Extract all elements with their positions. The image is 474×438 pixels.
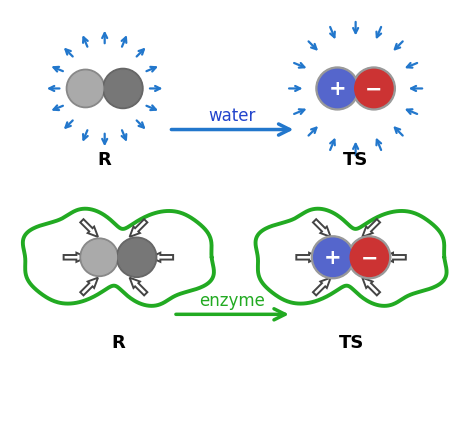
Circle shape — [82, 240, 117, 275]
FancyArrow shape — [362, 278, 380, 296]
Text: −: − — [365, 79, 383, 99]
Circle shape — [103, 69, 143, 110]
Circle shape — [117, 238, 157, 278]
Text: +: + — [324, 248, 342, 268]
Text: −: − — [361, 248, 378, 268]
Circle shape — [355, 70, 393, 108]
Text: +: + — [328, 79, 346, 99]
Circle shape — [316, 68, 359, 111]
FancyArrow shape — [383, 253, 406, 262]
Text: water: water — [209, 107, 256, 125]
FancyArrow shape — [313, 220, 331, 237]
Circle shape — [314, 239, 352, 277]
Text: R: R — [98, 151, 111, 169]
FancyArrow shape — [64, 253, 86, 262]
Text: TS: TS — [338, 333, 364, 351]
Circle shape — [68, 72, 103, 106]
Circle shape — [66, 70, 105, 108]
FancyArrow shape — [129, 220, 147, 237]
FancyArrow shape — [296, 253, 319, 262]
Circle shape — [311, 236, 354, 279]
Text: R: R — [111, 333, 125, 351]
FancyArrow shape — [129, 278, 147, 296]
Text: TS: TS — [343, 151, 368, 169]
FancyArrow shape — [150, 253, 173, 262]
Circle shape — [80, 239, 118, 277]
Circle shape — [350, 239, 389, 277]
FancyArrow shape — [80, 220, 98, 237]
Text: enzyme: enzyme — [200, 291, 265, 309]
Circle shape — [105, 71, 141, 107]
Circle shape — [353, 68, 395, 111]
Circle shape — [318, 70, 356, 108]
Circle shape — [348, 236, 391, 279]
FancyArrow shape — [80, 278, 98, 296]
Circle shape — [118, 240, 155, 276]
FancyArrow shape — [313, 278, 331, 296]
FancyArrow shape — [362, 220, 380, 237]
